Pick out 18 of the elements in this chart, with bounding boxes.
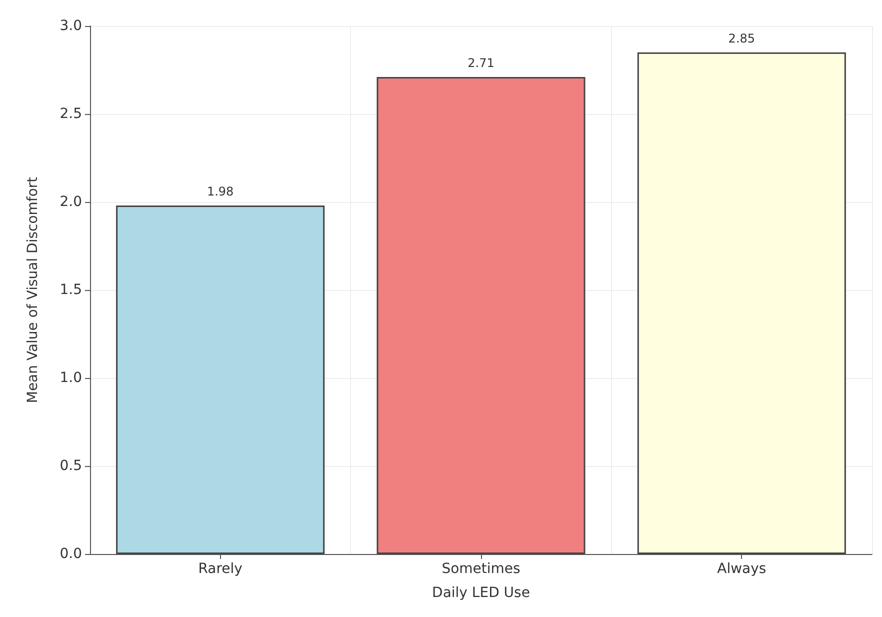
x-tick-label: Sometimes	[442, 561, 520, 577]
y-tick-label: 1.5	[60, 282, 82, 298]
data-label: 2.85	[728, 31, 756, 46]
x-tick-label: Rarely	[198, 561, 242, 577]
x-tick-label: Always	[717, 561, 766, 577]
y-tick-label: 2.5	[60, 106, 82, 122]
bar	[376, 77, 586, 554]
bar	[116, 206, 325, 554]
x-axis-title: Daily LED Use	[432, 585, 530, 601]
data-label: 2.71	[468, 56, 494, 70]
bar	[637, 52, 846, 554]
data-label: 1.98	[206, 184, 234, 199]
y-tick-label: 2.0	[60, 194, 82, 210]
y-axis-title: Mean Value of Visual Discomfort	[25, 176, 41, 404]
y-tick-label: 0.0	[60, 546, 82, 562]
y-tick-label: 1.0	[60, 370, 82, 386]
y-tick-label: 0.5	[60, 458, 82, 474]
y-tick-label: 3.0	[60, 18, 82, 34]
